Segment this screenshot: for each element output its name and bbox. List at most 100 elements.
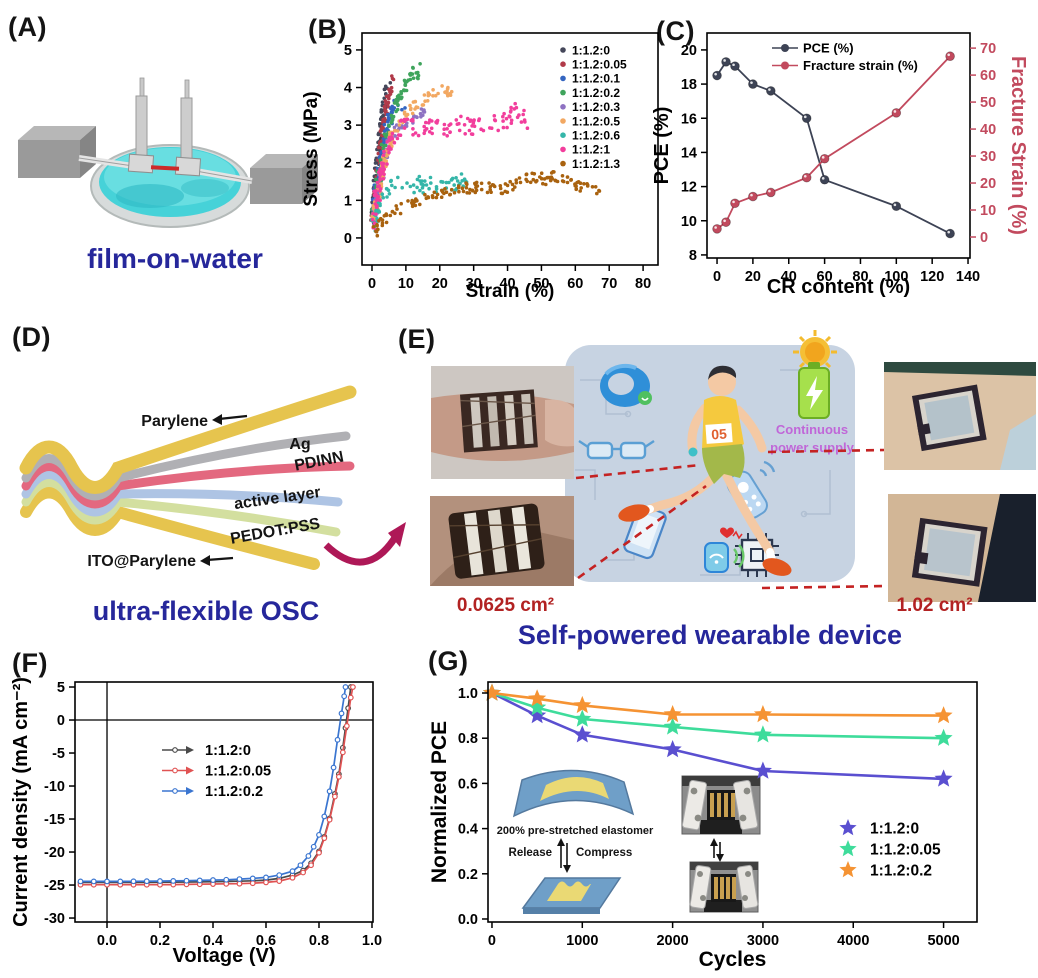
panel-d-caption: ultra-flexible OSC (92, 596, 320, 626)
svg-text:1000: 1000 (566, 933, 598, 949)
svg-text:0.6: 0.6 (458, 776, 478, 792)
svg-text:0: 0 (980, 230, 988, 246)
panel-label-a: (A) (8, 12, 47, 42)
svg-text:5: 5 (344, 43, 352, 59)
panel-label-b: (B) (308, 14, 347, 44)
fitness-band-icon (704, 527, 745, 573)
svg-text:1:1.2:1: 1:1.2:1 (572, 143, 610, 157)
ito-parylene-label: ITO@Parylene (87, 553, 196, 570)
svg-text:0.4: 0.4 (203, 933, 223, 949)
runner-bib-number: 05 (711, 425, 728, 442)
panel-d-illustration: Parylene Ag PDINN active layer PEDOT:PSS… (19, 385, 406, 570)
panel-a-caption: film-on-water (87, 243, 263, 274)
svg-text:1:1.2:0.1: 1:1.2:0.1 (572, 72, 620, 86)
svg-text:70: 70 (601, 276, 617, 292)
svg-text:14: 14 (681, 145, 697, 161)
red-film-sample (150, 165, 180, 171)
svg-text:20: 20 (980, 176, 996, 192)
svg-text:1: 1 (344, 193, 352, 209)
svg-text:2000: 2000 (656, 933, 688, 949)
svg-text:50: 50 (533, 276, 549, 292)
svg-text:0.2: 0.2 (458, 867, 478, 883)
panel-a-illustration (18, 77, 318, 228)
svg-text:Stress (MPa): Stress (MPa) (301, 91, 322, 206)
svg-text:CR content (%): CR content (%) (767, 276, 910, 298)
sun-icon (793, 330, 837, 374)
svg-text:-30: -30 (44, 911, 65, 927)
svg-text:5000: 5000 (927, 933, 959, 949)
clamp-photo-top (681, 775, 761, 835)
svg-text:10: 10 (398, 276, 414, 292)
svg-text:20: 20 (681, 43, 697, 59)
svg-text:40: 40 (499, 276, 515, 292)
transfer-arrow-icon (323, 522, 406, 566)
svg-text:80: 80 (635, 276, 651, 292)
photo-arm-device-top (884, 362, 1036, 470)
svg-text:1:1.2:0.05: 1:1.2:0.05 (572, 58, 627, 72)
svg-text:0: 0 (344, 231, 352, 247)
panel-label-g: (G) (428, 646, 469, 676)
svg-text:-20: -20 (44, 845, 65, 861)
svg-text:1:1.2:0.2: 1:1.2:0.2 (572, 86, 620, 100)
runner-shorts (702, 444, 745, 484)
photo-wrist-device (430, 496, 574, 586)
cycling-stability-chart: 200% pre-stretched elastomer Release Com… (428, 681, 978, 971)
svg-text:40: 40 (781, 269, 797, 285)
svg-text:100: 100 (884, 269, 908, 285)
left-grip-box (18, 126, 96, 178)
svg-text:1:1.2:1.3: 1:1.2:1.3 (572, 157, 620, 171)
svg-text:Cycles: Cycles (699, 948, 767, 971)
jv-curve-chart: 0.0 0.2 0.4 0.6 0.8 1.0 5 0 -5 -10 -15 -20 -25 -30 Vol… (10, 677, 382, 967)
runner-illustration: 05 (618, 365, 792, 576)
svg-text:Current density (mA cm⁻²): Current density (mA cm⁻²) (10, 677, 32, 927)
right-grip-box (250, 154, 318, 204)
svg-text:Strain (%): Strain (%) (466, 281, 555, 302)
panel-e-caption: Self-powered wearable device (517, 620, 903, 650)
svg-text:1:1.2:0.6: 1:1.2:0.6 (572, 129, 620, 143)
photo-arm-device-bottom (888, 494, 1036, 602)
elastomer-label: 200% pre-stretched elastomer (497, 825, 654, 837)
runner-back-leg (721, 469, 775, 557)
runner-hair (708, 365, 737, 380)
svg-text:1:1.2:0.05: 1:1.2:0.05 (870, 842, 941, 859)
svg-text:80: 80 (852, 269, 868, 285)
svg-text:0.4: 0.4 (458, 822, 478, 838)
svg-text:70: 70 (980, 41, 996, 57)
panel-label-d: (D) (12, 322, 51, 352)
clamp-photo-bottom (689, 861, 759, 913)
svg-text:-25: -25 (44, 878, 65, 894)
release-compress-arrows (557, 838, 571, 873)
svg-text:40: 40 (980, 122, 996, 138)
svg-text:60: 60 (817, 269, 833, 285)
runner-bib (705, 423, 733, 444)
pce-fracture-strain-chart: 0 20 40 60 80 100 120 140 8 10 12 14 16 18 20 0 10 20 30 40… (651, 32, 1029, 298)
svg-text:PCE (%): PCE (%) (803, 41, 854, 56)
svg-text:30: 30 (980, 149, 996, 165)
svg-text:140: 140 (956, 269, 980, 285)
svg-text:1:1.2:0.05: 1:1.2:0.05 (205, 764, 271, 780)
svg-text:1:1.2:0.2: 1:1.2:0.2 (205, 784, 263, 800)
film-clamps (127, 153, 202, 177)
svg-text:20: 20 (745, 269, 761, 285)
svg-text:1:1.2:0: 1:1.2:0 (870, 821, 919, 838)
runner-front-shoe (618, 504, 650, 522)
svg-text:1.0: 1.0 (362, 933, 382, 949)
svg-text:50: 50 (980, 95, 996, 111)
support-posts (135, 77, 193, 165)
svg-text:10: 10 (980, 203, 996, 219)
svg-text:8: 8 (689, 248, 697, 264)
runner-back-shoe (762, 558, 792, 576)
svg-text:4000: 4000 (837, 933, 869, 949)
svg-text:4: 4 (344, 81, 352, 97)
runner-front-arm (733, 405, 767, 453)
petri-dish (90, 144, 250, 228)
svg-text:18: 18 (681, 77, 697, 93)
area-label-small: 0.0625 cm² (456, 595, 555, 616)
svg-text:10: 10 (681, 214, 697, 230)
ito-arrow (200, 555, 234, 566)
area-label-large: 1.02 cm² (896, 595, 973, 616)
svg-text:1:1.2:0.2: 1:1.2:0.2 (870, 863, 932, 880)
svg-text:1:1.2:0.5: 1:1.2:0.5 (572, 114, 620, 128)
parylene-label: Parylene (141, 413, 208, 430)
